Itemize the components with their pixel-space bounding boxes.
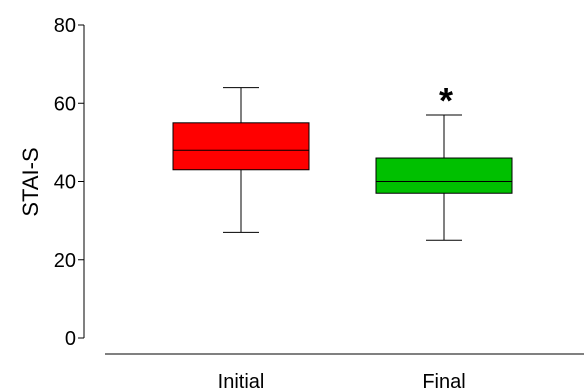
y-tick-label: 80	[54, 15, 76, 37]
box-final: *	[375, 80, 513, 241]
box-initial	[172, 87, 310, 233]
x-axis: Initial Final	[105, 353, 584, 390]
y-tick-label: 60	[54, 93, 76, 115]
y-tick-label: 20	[54, 250, 76, 272]
x-tick-label-initial: Initial	[218, 371, 265, 390]
y-tick-label: 0	[65, 328, 76, 350]
significance-marker: *	[439, 80, 453, 121]
plot-area: *	[172, 80, 513, 241]
y-tick-label: 40	[54, 172, 76, 194]
iqr-box	[172, 122, 310, 171]
iqr-box	[375, 157, 513, 194]
y-axis-title: STAI-S	[18, 147, 43, 216]
y-axis: 0 20 40 60 80	[54, 15, 85, 350]
x-tick-label-final: Final	[422, 371, 465, 390]
